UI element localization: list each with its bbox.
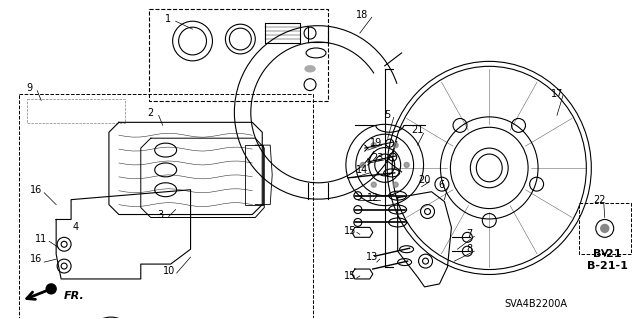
- Text: 18: 18: [356, 10, 368, 20]
- Bar: [579, 203, 630, 254]
- Text: 14: 14: [356, 165, 368, 175]
- Text: 4: 4: [73, 222, 79, 233]
- Text: 13: 13: [365, 252, 378, 262]
- Text: 15: 15: [344, 226, 356, 236]
- Circle shape: [404, 162, 409, 167]
- Text: SVA4B2200A: SVA4B2200A: [504, 299, 567, 309]
- Text: 16: 16: [30, 185, 42, 195]
- Text: 21: 21: [412, 125, 424, 135]
- Ellipse shape: [305, 66, 315, 72]
- Text: 23: 23: [372, 153, 384, 163]
- Text: 3: 3: [157, 210, 164, 219]
- Text: 7: 7: [466, 229, 472, 239]
- Text: 12: 12: [367, 193, 379, 203]
- Text: 10: 10: [163, 266, 175, 276]
- Text: 19: 19: [370, 138, 382, 148]
- Circle shape: [371, 143, 376, 148]
- Bar: [148, 9, 328, 100]
- Text: 11: 11: [35, 234, 47, 244]
- Text: 8: 8: [467, 244, 472, 254]
- Text: FR.: FR.: [64, 291, 85, 301]
- Bar: [28, 99, 125, 123]
- Circle shape: [393, 182, 398, 187]
- Circle shape: [371, 182, 376, 187]
- Text: 17: 17: [551, 89, 563, 99]
- Bar: [245, 145, 263, 204]
- Text: 16: 16: [30, 254, 42, 264]
- Circle shape: [393, 143, 398, 148]
- Text: 20: 20: [419, 175, 431, 185]
- Text: 22: 22: [593, 195, 606, 205]
- Text: B-21-1: B-21-1: [588, 261, 628, 271]
- Circle shape: [601, 225, 609, 232]
- Text: B-21: B-21: [593, 249, 622, 259]
- Text: 9: 9: [26, 83, 33, 93]
- Bar: [19, 93, 313, 319]
- Circle shape: [360, 162, 365, 167]
- Text: 5: 5: [385, 110, 391, 120]
- Text: 1: 1: [164, 14, 171, 24]
- Text: 15: 15: [344, 271, 356, 281]
- Circle shape: [46, 284, 56, 294]
- Text: 2: 2: [148, 108, 154, 118]
- Text: 6: 6: [438, 180, 445, 190]
